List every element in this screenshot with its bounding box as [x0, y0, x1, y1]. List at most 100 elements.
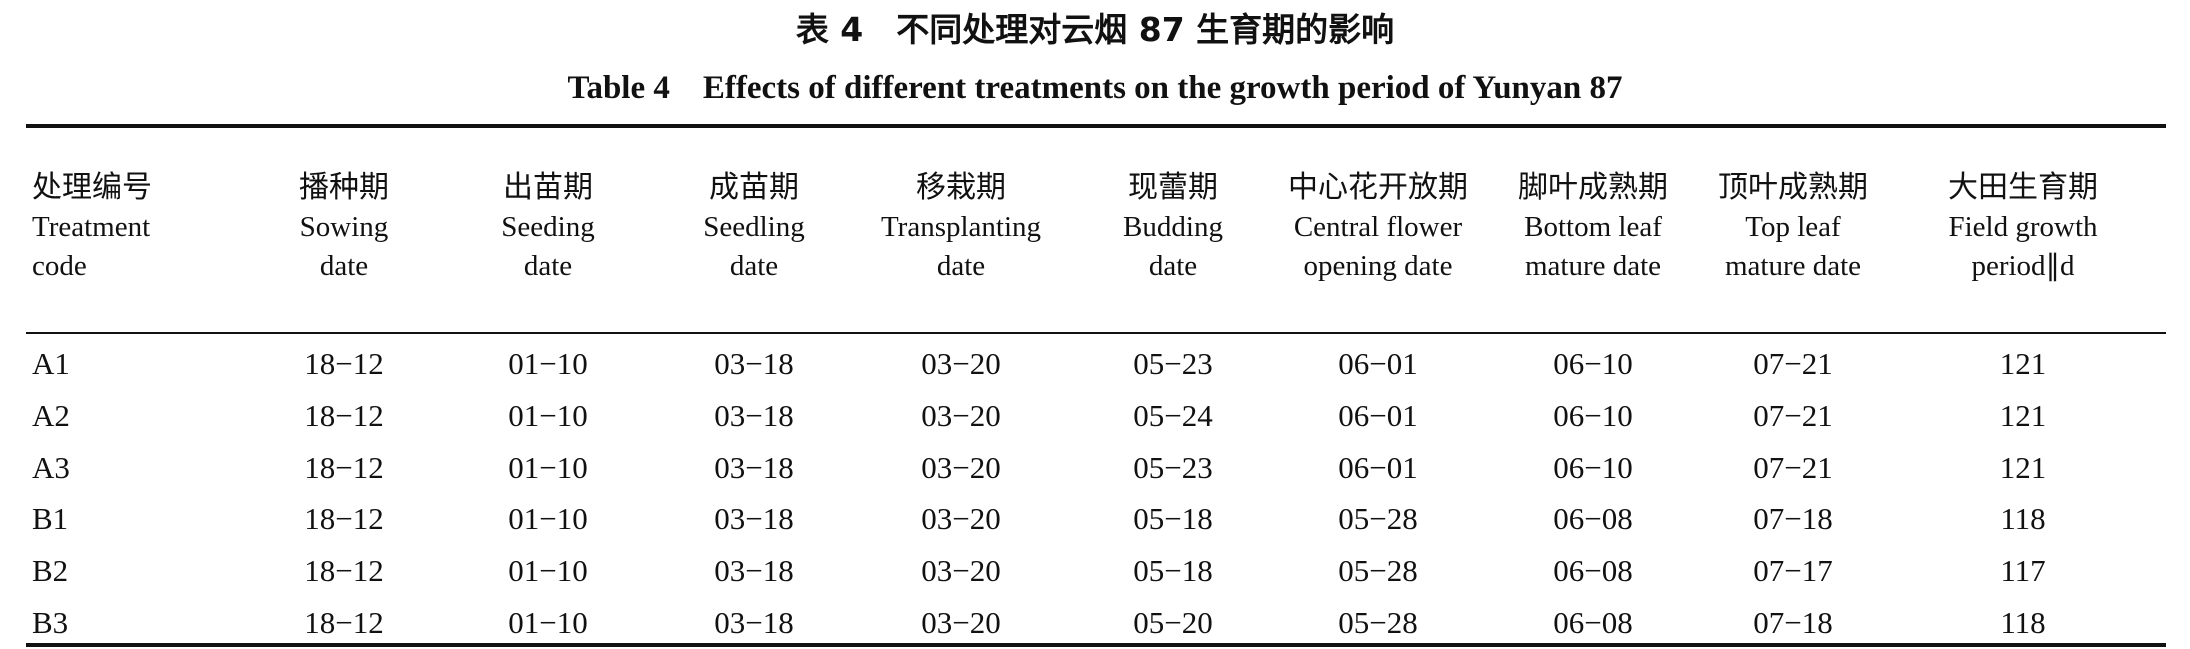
cell-sowing-date: 18−12 — [304, 553, 384, 589]
table-row: B3 18−12 01−10 03−18 03−20 05−20 05−28 0… — [0, 597, 2190, 649]
header-label-en: Transplanting — [880, 211, 1042, 243]
table-body: A1 18−12 01−10 03−18 03−20 05−23 06−01 0… — [0, 338, 2190, 649]
header-label-cn: 处理编号 — [32, 170, 152, 205]
cell-treatment-code: B2 — [32, 553, 69, 589]
cell-sowing-date: 18−12 — [304, 501, 384, 537]
cell-budding-date: 05−24 — [1133, 397, 1213, 433]
cell-transplanting-date: 03−20 — [921, 501, 1001, 537]
table-row: B2 18−12 01−10 03−18 03−20 05−18 05−28 0… — [0, 545, 2190, 597]
cell-seeding-date: 01−10 — [508, 449, 588, 485]
cell-sowing-date: 18−12 — [304, 397, 384, 433]
header-top-leaf-mature-date: 顶叶成熟期 Top leaf mature date — [1693, 168, 1893, 286]
cell-sowing-date: 18−12 — [304, 346, 384, 381]
cell-bottom-leaf-mature-date: 06−08 — [1553, 501, 1633, 537]
header-label-en: mature date — [1724, 250, 1862, 282]
header-label-en: Field growth — [1948, 211, 2098, 243]
cell-bottom-leaf-mature-date: 06−08 — [1553, 604, 1633, 640]
cell-budding-date: 05−18 — [1133, 553, 1213, 589]
header-label-cn: 顶叶成熟期 — [1718, 170, 1868, 205]
cell-seeding-date: 01−10 — [508, 397, 588, 433]
cell-field-growth-period: 118 — [2000, 604, 2046, 640]
cell-seedling-date: 03−18 — [714, 604, 794, 640]
cell-top-leaf-mature-date: 07−21 — [1753, 397, 1833, 433]
header-label-en: period∥d — [1971, 250, 2075, 282]
table-row: A2 18−12 01−10 03−18 03−20 05−24 06−01 0… — [0, 390, 2190, 442]
header-label-cn: 成苗期 — [709, 170, 799, 205]
header-label-cn: 移栽期 — [916, 170, 1006, 205]
cell-central-flower-opening-date: 05−28 — [1338, 604, 1418, 640]
cell-bottom-leaf-mature-date: 06−08 — [1553, 553, 1633, 589]
header-budding-date: 现蕾期 Budding date — [1088, 168, 1258, 286]
cell-top-leaf-mature-date: 07−18 — [1753, 604, 1833, 640]
cell-seeding-date: 01−10 — [508, 604, 588, 640]
table-caption-english: Table 4 Effects of different treatments … — [567, 70, 1623, 106]
header-central-flower-opening-date: 中心花开放期 Central flower opening date — [1263, 168, 1493, 286]
header-label-en: Sowing — [299, 211, 389, 243]
header-seedling-date: 成苗期 Seedling date — [674, 168, 834, 286]
header-label-en: date — [936, 250, 986, 282]
header-label-en: Seeding — [501, 211, 595, 243]
cell-bottom-leaf-mature-date: 06−10 — [1553, 397, 1633, 433]
header-sowing-date: 播种期 Sowing date — [264, 168, 424, 286]
cell-top-leaf-mature-date: 07−21 — [1753, 449, 1833, 485]
cell-field-growth-period: 121 — [1999, 397, 2047, 433]
table-row: A1 18−12 01−10 03−18 03−20 05−23 06−01 0… — [0, 338, 2190, 390]
cell-top-leaf-mature-date: 07−21 — [1753, 346, 1833, 381]
table-bottom-rule — [26, 643, 2166, 647]
cell-transplanting-date: 03−20 — [921, 346, 1001, 381]
header-treatment-code: 处理编号 Treatment code — [32, 168, 182, 286]
header-label-cn: 中心花开放期 — [1288, 170, 1468, 205]
header-label-en: opening date — [1303, 250, 1453, 282]
cell-treatment-code: B1 — [32, 501, 69, 537]
cell-bottom-leaf-mature-date: 06−10 — [1553, 346, 1633, 381]
cell-seeding-date: 01−10 — [508, 346, 588, 381]
table-row: A3 18−12 01−10 03−18 03−20 05−23 06−01 0… — [0, 442, 2190, 494]
cell-field-growth-period: 121 — [1999, 346, 2047, 381]
cell-central-flower-opening-date: 06−01 — [1338, 397, 1418, 433]
header-label-en: code — [32, 250, 87, 282]
table-caption-chinese: 表 4 不同处理对云烟 87 生育期的影响 — [795, 10, 1395, 49]
cell-treatment-code: A2 — [32, 397, 70, 433]
cell-top-leaf-mature-date: 07−18 — [1753, 501, 1833, 537]
cell-seeding-date: 01−10 — [508, 553, 588, 589]
header-seeding-date: 出苗期 Seeding date — [468, 168, 628, 286]
cell-sowing-date: 18−12 — [304, 449, 384, 485]
cell-seedling-date: 03−18 — [714, 346, 794, 381]
cell-field-growth-period: 117 — [2000, 553, 2046, 589]
header-label-en: Budding — [1123, 211, 1223, 243]
header-label-en: Central flower — [1293, 211, 1463, 243]
header-label-en: Top leaf — [1745, 211, 1841, 243]
cell-seedling-date: 03−18 — [714, 397, 794, 433]
table-row: B1 18−12 01−10 03−18 03−20 05−18 05−28 0… — [0, 493, 2190, 545]
header-label-en: date — [1148, 250, 1198, 282]
cell-treatment-code: A1 — [32, 346, 70, 381]
cell-transplanting-date: 03−20 — [921, 553, 1001, 589]
table-header-rule — [26, 332, 2166, 334]
header-label-en: date — [523, 250, 573, 282]
cell-transplanting-date: 03−20 — [921, 604, 1001, 640]
cell-sowing-date: 18−12 — [304, 604, 384, 640]
cell-treatment-code: B3 — [32, 604, 69, 640]
cell-central-flower-opening-date: 05−28 — [1338, 501, 1418, 537]
cell-central-flower-opening-date: 06−01 — [1338, 346, 1418, 381]
header-label-cn: 播种期 — [299, 170, 389, 205]
cell-transplanting-date: 03−20 — [921, 449, 1001, 485]
cell-top-leaf-mature-date: 07−17 — [1753, 553, 1833, 589]
cell-central-flower-opening-date: 06−01 — [1338, 449, 1418, 485]
header-label-cn: 出苗期 — [503, 170, 593, 205]
cell-treatment-code: A3 — [32, 449, 70, 485]
header-label-en: mature date — [1524, 250, 1662, 282]
table-header-row: 处理编号 Treatment code 播种期 Sowing date 出苗期 … — [0, 168, 2190, 298]
header-label-cn: 现蕾期 — [1128, 170, 1218, 205]
header-label-en: Bottom leaf — [1524, 211, 1662, 243]
header-field-growth-period: 大田生育期 Field growth period∥d — [1923, 168, 2123, 286]
cell-field-growth-period: 118 — [2000, 501, 2046, 537]
cell-seedling-date: 03−18 — [714, 501, 794, 537]
cell-central-flower-opening-date: 05−28 — [1338, 553, 1418, 589]
header-bottom-leaf-mature-date: 脚叶成熟期 Bottom leaf mature date — [1503, 168, 1683, 286]
header-label-cn: 大田生育期 — [1948, 170, 2098, 205]
header-label-cn: 脚叶成熟期 — [1518, 170, 1668, 205]
cell-budding-date: 05−20 — [1133, 604, 1213, 640]
header-transplanting-date: 移栽期 Transplanting date — [876, 168, 1046, 286]
cell-seedling-date: 03−18 — [714, 553, 794, 589]
